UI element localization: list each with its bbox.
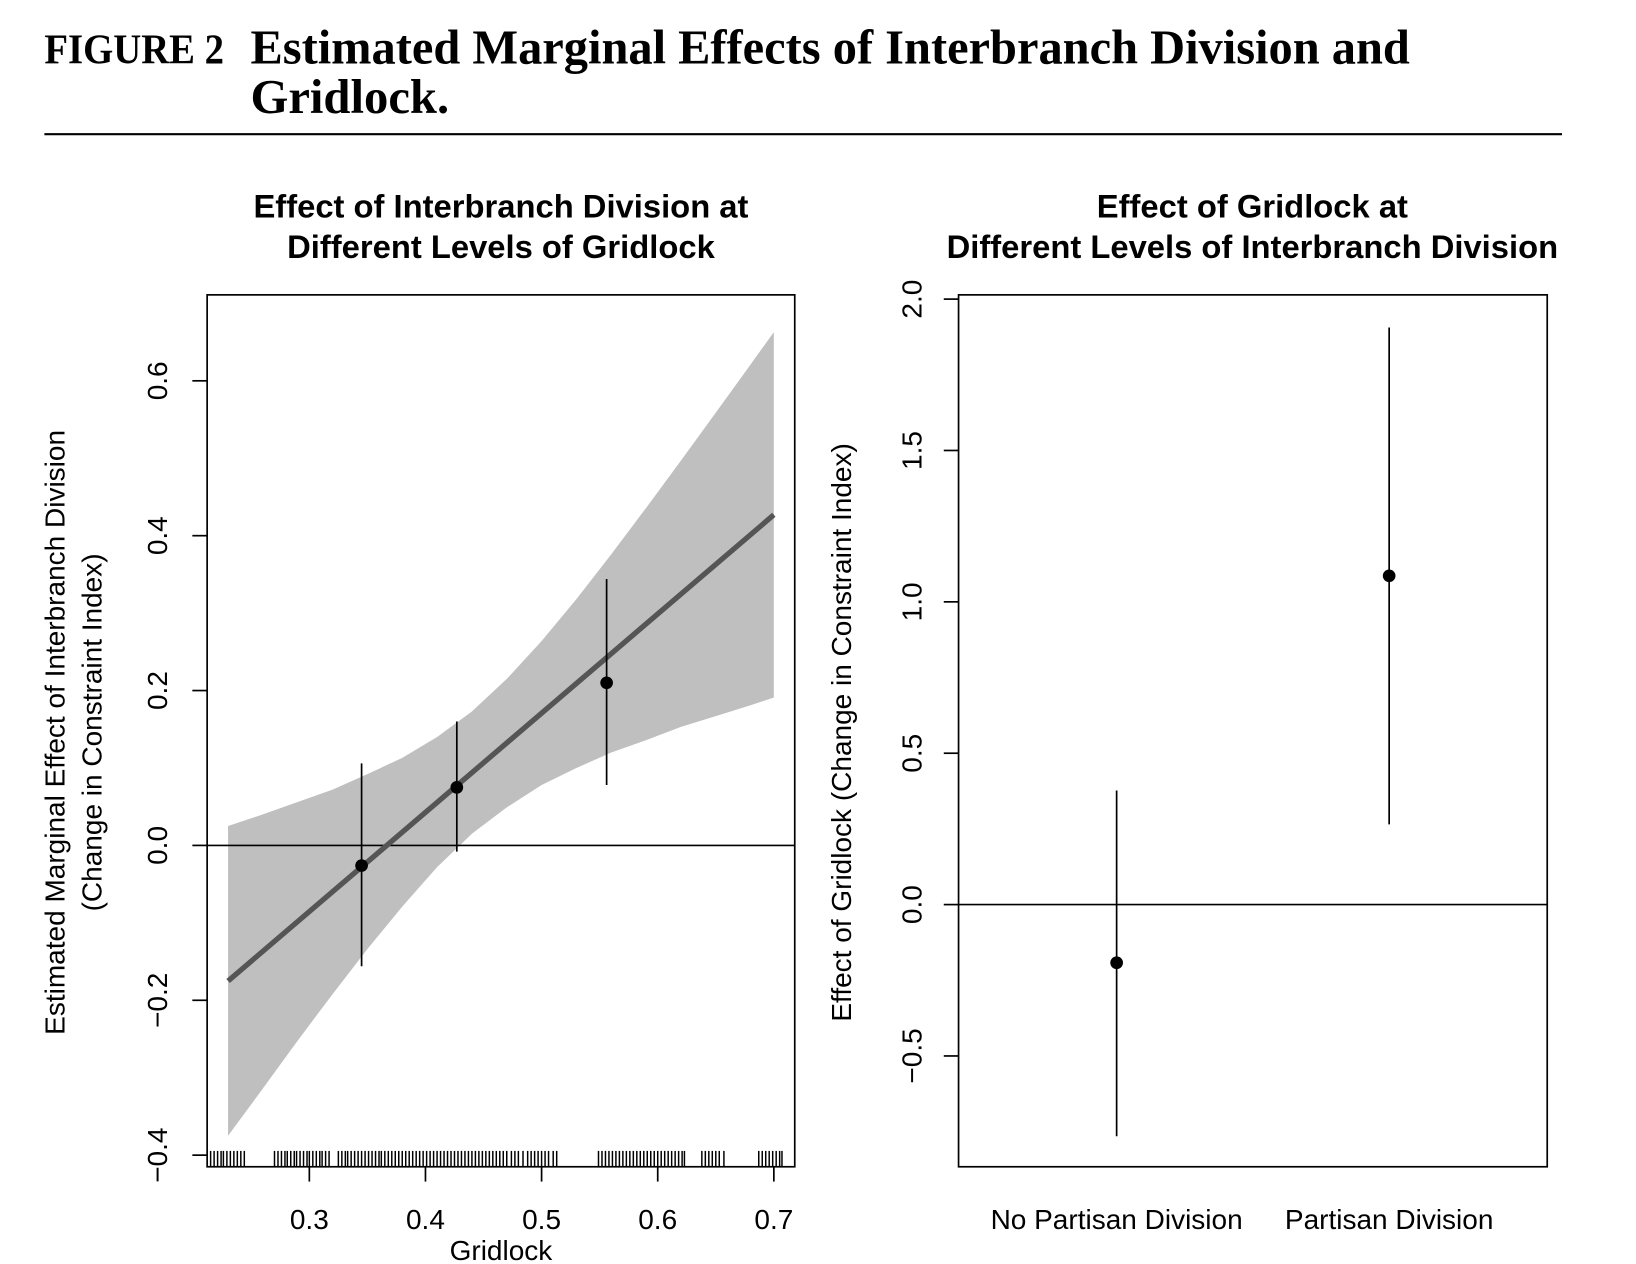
left-y-axis-label-line-1: Estimated Marginal Effect of Interbranch… xyxy=(39,430,70,1035)
left-panel: Effect of Interbranch Division at Differ… xyxy=(39,188,796,1264)
category-label: No Partisan Division xyxy=(991,1204,1243,1235)
point-estimate xyxy=(355,859,368,872)
left-plot-frame xyxy=(206,294,796,1168)
x-tick-label: 0.6 xyxy=(638,1204,677,1235)
right-panel-title-line-2: Different Levels of Interbranch Division xyxy=(947,228,1558,265)
left-y-axis-label-line-2: (Change in Constraint Index) xyxy=(76,553,107,911)
right-y-axis-label: Effect of Gridlock (Change in Constraint… xyxy=(826,443,857,1021)
y-tick-label: −0.5 xyxy=(897,1028,928,1083)
y-tick-label: 2.0 xyxy=(897,280,928,319)
x-tick-label: 0.4 xyxy=(406,1204,445,1235)
left-plot-marks: 0.3 0.4 0.5 0.6 0.7 −0.4 −0.2 0.0 0.2 0.4 0.6 xyxy=(142,332,795,1235)
category-label: Partisan Division xyxy=(1285,1204,1494,1235)
y-tick-label: 0.4 xyxy=(142,516,173,555)
y-tick-label: 1.0 xyxy=(897,582,928,621)
fitted-line xyxy=(226,512,776,983)
y-tick-label: 0.0 xyxy=(142,826,173,865)
right-plot-marks: No Partisan Division Partisan Division −0.… xyxy=(897,280,1548,1235)
y-tick-label: 0.5 xyxy=(897,734,928,773)
left-panel-title-line-1: Effect of Interbranch Division at xyxy=(253,188,748,225)
right-plot-frame xyxy=(957,294,1549,1168)
right-panel-title-line-1: Effect of Gridlock at xyxy=(1097,188,1408,225)
x-tick-label: 0.7 xyxy=(754,1204,793,1235)
y-tick-label: 1.5 xyxy=(897,431,928,470)
right-panel: Effect of Gridlock at Different Levels o… xyxy=(826,188,1558,1235)
point-estimate xyxy=(1382,569,1396,583)
confidence-band xyxy=(228,332,774,1136)
y-tick-label: −0.2 xyxy=(142,973,173,1028)
left-x-axis-label: Gridlock xyxy=(450,1235,554,1264)
figure-label: FIGURE 2 xyxy=(44,26,224,73)
point-estimate xyxy=(450,781,464,794)
y-tick-label: 0.0 xyxy=(897,885,928,924)
y-tick-label: 0.2 xyxy=(142,671,173,710)
point-estimate xyxy=(1110,956,1123,970)
y-tick-label: 0.6 xyxy=(142,361,173,400)
figure-title-line-2: Gridlock. xyxy=(250,70,449,124)
point-estimate xyxy=(600,676,613,690)
x-tick-label: 0.3 xyxy=(290,1204,329,1235)
y-tick-label: −0.4 xyxy=(142,1128,173,1183)
x-tick-label: 0.5 xyxy=(522,1204,561,1235)
left-panel-title-line-2: Different Levels of Gridlock xyxy=(287,228,715,265)
figure-title-line-1: Estimated Marginal Effects of Interbranc… xyxy=(250,20,1409,74)
